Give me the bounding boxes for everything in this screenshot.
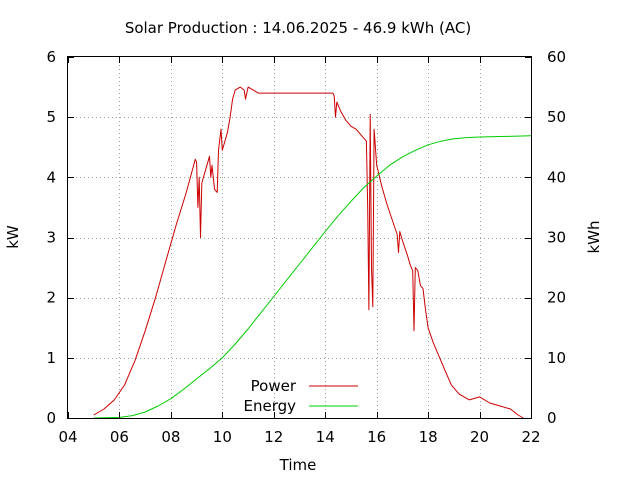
- y-tick-label: 2: [46, 289, 56, 307]
- x-tick-label: 14: [316, 428, 335, 446]
- y-axis-label: kW: [4, 225, 22, 249]
- grid-layer: [68, 57, 531, 418]
- plot-frame: [67, 56, 532, 419]
- series-line-energy: [93, 135, 532, 419]
- x-tick-label: 06: [110, 428, 129, 446]
- x-tick-label: 18: [419, 428, 438, 446]
- y-tick-label: 3: [46, 229, 56, 247]
- x-tick-label: 20: [470, 428, 489, 446]
- series-line-power: [93, 86, 524, 419]
- y-tick-label: 1: [46, 349, 56, 367]
- x-axis-label: Time: [279, 456, 317, 474]
- y2-tick-label: 0: [547, 409, 557, 427]
- legend: Power Energy: [243, 377, 358, 415]
- y2-tick-label: 30: [547, 229, 566, 247]
- x-tick-label: 12: [264, 428, 283, 446]
- y2-tick-label: 60: [547, 48, 566, 66]
- y2-tick-label: 10: [547, 349, 566, 367]
- series-layer: [93, 86, 532, 419]
- y-tick-label: 4: [46, 168, 56, 186]
- legend-label-energy: Energy: [243, 397, 296, 415]
- y-tick-label: 5: [46, 108, 56, 126]
- x-tick-label: 04: [58, 428, 77, 446]
- x-tick-label: 10: [213, 428, 232, 446]
- y-tick-label: 6: [46, 48, 56, 66]
- chart-title: Solar Production : 14.06.2025 - 46.9 kWh…: [125, 19, 471, 37]
- x-tick-label: 08: [161, 428, 180, 446]
- x-tick-label: 16: [367, 428, 386, 446]
- y-tick-label: 0: [46, 409, 56, 427]
- y2-tick-label: 50: [547, 108, 566, 126]
- legend-label-power: Power: [251, 377, 297, 395]
- y2-tick-label: 40: [547, 168, 566, 186]
- x-tick-label: 22: [521, 428, 540, 446]
- y2-tick-label: 20: [547, 289, 566, 307]
- y2-axis-label: kWh: [585, 220, 603, 253]
